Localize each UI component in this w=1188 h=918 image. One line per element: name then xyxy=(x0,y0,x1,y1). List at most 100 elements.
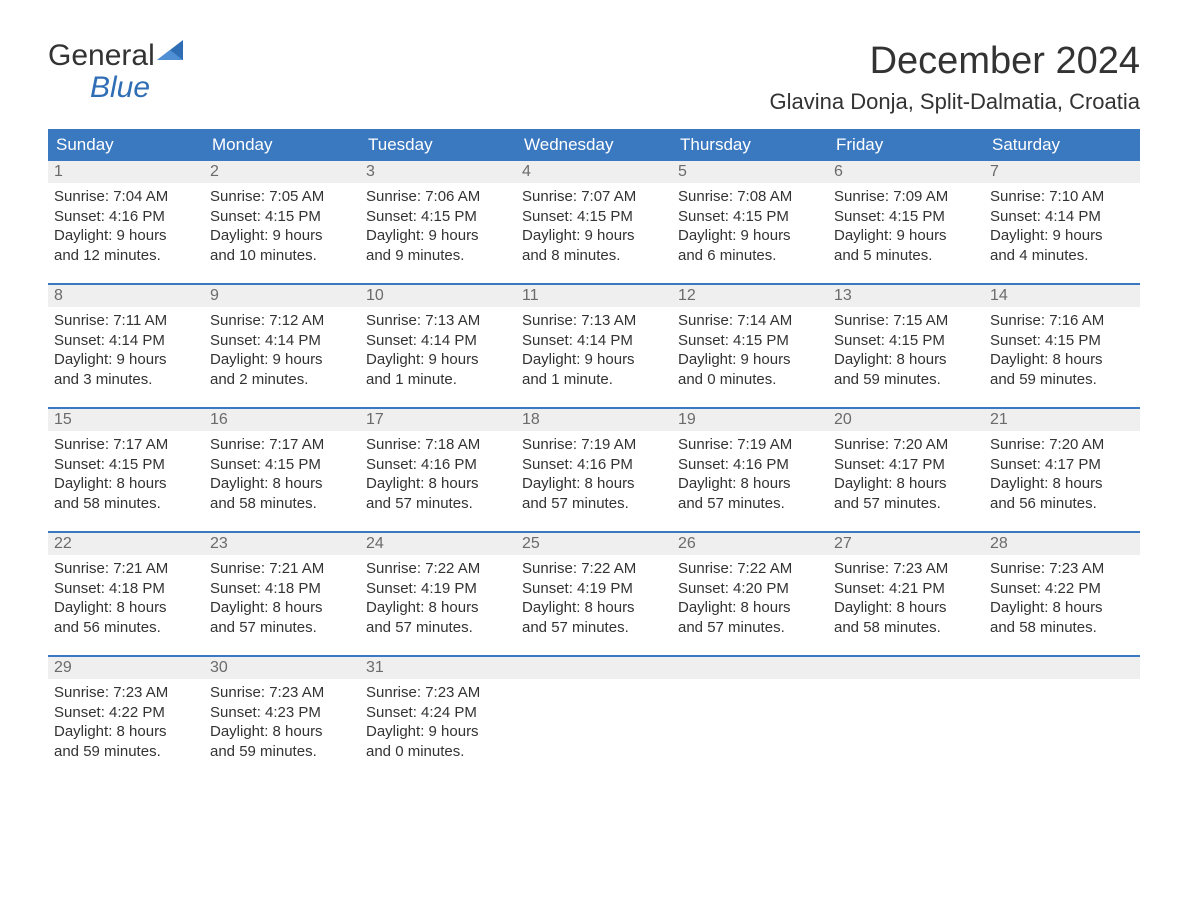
calendar-cell: 4Sunrise: 7:07 AMSunset: 4:15 PMDaylight… xyxy=(516,161,672,273)
daylight-line-1: Daylight: 8 hours xyxy=(678,474,822,494)
day-body: Sunrise: 7:10 AMSunset: 4:14 PMDaylight:… xyxy=(984,183,1140,273)
sunrise-line: Sunrise: 7:11 AM xyxy=(54,311,198,331)
day-body: Sunrise: 7:23 AMSunset: 4:23 PMDaylight:… xyxy=(204,679,360,769)
sunrise-line: Sunrise: 7:07 AM xyxy=(522,187,666,207)
calendar-cell: 23Sunrise: 7:21 AMSunset: 4:18 PMDayligh… xyxy=(204,533,360,645)
day-number: 22 xyxy=(48,533,204,555)
daylight-line-2: and 59 minutes. xyxy=(990,370,1134,390)
day-body: Sunrise: 7:20 AMSunset: 4:17 PMDaylight:… xyxy=(828,431,984,521)
day-number: 26 xyxy=(672,533,828,555)
calendar-cell: 3Sunrise: 7:06 AMSunset: 4:15 PMDaylight… xyxy=(360,161,516,273)
daylight-line-1: Daylight: 8 hours xyxy=(54,722,198,742)
day-body: Sunrise: 7:23 AMSunset: 4:22 PMDaylight:… xyxy=(984,555,1140,645)
daylight-line-2: and 5 minutes. xyxy=(834,246,978,266)
calendar-cell: 29Sunrise: 7:23 AMSunset: 4:22 PMDayligh… xyxy=(48,657,204,769)
sunrise-line: Sunrise: 7:10 AM xyxy=(990,187,1134,207)
calendar-cell: 15Sunrise: 7:17 AMSunset: 4:15 PMDayligh… xyxy=(48,409,204,521)
sunset-line: Sunset: 4:19 PM xyxy=(366,579,510,599)
calendar-cell: 2Sunrise: 7:05 AMSunset: 4:15 PMDaylight… xyxy=(204,161,360,273)
daylight-line-2: and 4 minutes. xyxy=(990,246,1134,266)
calendar-week: 1Sunrise: 7:04 AMSunset: 4:16 PMDaylight… xyxy=(48,161,1140,273)
daylight-line-2: and 59 minutes. xyxy=(54,742,198,762)
daylight-line-2: and 8 minutes. xyxy=(522,246,666,266)
day-body: Sunrise: 7:12 AMSunset: 4:14 PMDaylight:… xyxy=(204,307,360,397)
calendar-cell: 14Sunrise: 7:16 AMSunset: 4:15 PMDayligh… xyxy=(984,285,1140,397)
day-number: 6 xyxy=(828,161,984,183)
daylight-line-2: and 3 minutes. xyxy=(54,370,198,390)
day-number: 24 xyxy=(360,533,516,555)
sunrise-line: Sunrise: 7:23 AM xyxy=(210,683,354,703)
daylight-line-1: Daylight: 9 hours xyxy=(522,226,666,246)
sunrise-line: Sunrise: 7:16 AM xyxy=(990,311,1134,331)
day-number: 8 xyxy=(48,285,204,307)
day-header-row: Sunday Monday Tuesday Wednesday Thursday… xyxy=(48,129,1140,161)
day-body: Sunrise: 7:11 AMSunset: 4:14 PMDaylight:… xyxy=(48,307,204,397)
sunset-line: Sunset: 4:14 PM xyxy=(54,331,198,351)
calendar-week: 22Sunrise: 7:21 AMSunset: 4:18 PMDayligh… xyxy=(48,531,1140,645)
calendar-cell: 7Sunrise: 7:10 AMSunset: 4:14 PMDaylight… xyxy=(984,161,1140,273)
daylight-line-1: Daylight: 8 hours xyxy=(54,598,198,618)
sunrise-line: Sunrise: 7:19 AM xyxy=(678,435,822,455)
daylight-line-2: and 57 minutes. xyxy=(210,618,354,638)
sunset-line: Sunset: 4:18 PM xyxy=(210,579,354,599)
calendar-cell: 13Sunrise: 7:15 AMSunset: 4:15 PMDayligh… xyxy=(828,285,984,397)
sunset-line: Sunset: 4:14 PM xyxy=(366,331,510,351)
brand-text-2: Blue xyxy=(90,72,150,104)
day-header-monday: Monday xyxy=(204,129,360,161)
daylight-line-1: Daylight: 8 hours xyxy=(990,350,1134,370)
day-number: 12 xyxy=(672,285,828,307)
day-number xyxy=(984,657,1140,679)
day-body: Sunrise: 7:13 AMSunset: 4:14 PMDaylight:… xyxy=(516,307,672,397)
daylight-line-2: and 1 minute. xyxy=(522,370,666,390)
sunrise-line: Sunrise: 7:12 AM xyxy=(210,311,354,331)
day-body: Sunrise: 7:19 AMSunset: 4:16 PMDaylight:… xyxy=(516,431,672,521)
calendar-cell: 9Sunrise: 7:12 AMSunset: 4:14 PMDaylight… xyxy=(204,285,360,397)
calendar-cell: 30Sunrise: 7:23 AMSunset: 4:23 PMDayligh… xyxy=(204,657,360,769)
sunset-line: Sunset: 4:22 PM xyxy=(990,579,1134,599)
sunset-line: Sunset: 4:16 PM xyxy=(678,455,822,475)
daylight-line-1: Daylight: 9 hours xyxy=(366,350,510,370)
sunset-line: Sunset: 4:16 PM xyxy=(366,455,510,475)
calendar-cell: 1Sunrise: 7:04 AMSunset: 4:16 PMDaylight… xyxy=(48,161,204,273)
daylight-line-1: Daylight: 8 hours xyxy=(366,474,510,494)
sunset-line: Sunset: 4:20 PM xyxy=(678,579,822,599)
sunrise-line: Sunrise: 7:23 AM xyxy=(366,683,510,703)
sunset-line: Sunset: 4:17 PM xyxy=(990,455,1134,475)
day-header-thursday: Thursday xyxy=(672,129,828,161)
calendar-cell: 10Sunrise: 7:13 AMSunset: 4:14 PMDayligh… xyxy=(360,285,516,397)
daylight-line-2: and 57 minutes. xyxy=(678,494,822,514)
day-number: 23 xyxy=(204,533,360,555)
sunset-line: Sunset: 4:14 PM xyxy=(522,331,666,351)
sunrise-line: Sunrise: 7:23 AM xyxy=(834,559,978,579)
day-body: Sunrise: 7:14 AMSunset: 4:15 PMDaylight:… xyxy=(672,307,828,397)
calendar-cell: 12Sunrise: 7:14 AMSunset: 4:15 PMDayligh… xyxy=(672,285,828,397)
day-number: 16 xyxy=(204,409,360,431)
day-number: 25 xyxy=(516,533,672,555)
sunset-line: Sunset: 4:16 PM xyxy=(54,207,198,227)
daylight-line-1: Daylight: 9 hours xyxy=(54,226,198,246)
daylight-line-1: Daylight: 8 hours xyxy=(366,598,510,618)
sunset-line: Sunset: 4:17 PM xyxy=(834,455,978,475)
daylight-line-1: Daylight: 9 hours xyxy=(522,350,666,370)
day-body: Sunrise: 7:23 AMSunset: 4:24 PMDaylight:… xyxy=(360,679,516,769)
day-number: 28 xyxy=(984,533,1140,555)
daylight-line-1: Daylight: 8 hours xyxy=(210,722,354,742)
daylight-line-1: Daylight: 8 hours xyxy=(54,474,198,494)
sunset-line: Sunset: 4:19 PM xyxy=(522,579,666,599)
day-number: 21 xyxy=(984,409,1140,431)
calendar-week: 29Sunrise: 7:23 AMSunset: 4:22 PMDayligh… xyxy=(48,655,1140,769)
day-header-wednesday: Wednesday xyxy=(516,129,672,161)
sunrise-line: Sunrise: 7:20 AM xyxy=(834,435,978,455)
sunset-line: Sunset: 4:15 PM xyxy=(522,207,666,227)
daylight-line-1: Daylight: 9 hours xyxy=(678,350,822,370)
calendar-cell: 18Sunrise: 7:19 AMSunset: 4:16 PMDayligh… xyxy=(516,409,672,521)
sunrise-line: Sunrise: 7:17 AM xyxy=(210,435,354,455)
daylight-line-2: and 56 minutes. xyxy=(990,494,1134,514)
day-number: 29 xyxy=(48,657,204,679)
day-number: 9 xyxy=(204,285,360,307)
calendar-cell: 21Sunrise: 7:20 AMSunset: 4:17 PMDayligh… xyxy=(984,409,1140,521)
sunset-line: Sunset: 4:15 PM xyxy=(54,455,198,475)
calendar-cell: 22Sunrise: 7:21 AMSunset: 4:18 PMDayligh… xyxy=(48,533,204,645)
daylight-line-2: and 10 minutes. xyxy=(210,246,354,266)
sunrise-line: Sunrise: 7:08 AM xyxy=(678,187,822,207)
